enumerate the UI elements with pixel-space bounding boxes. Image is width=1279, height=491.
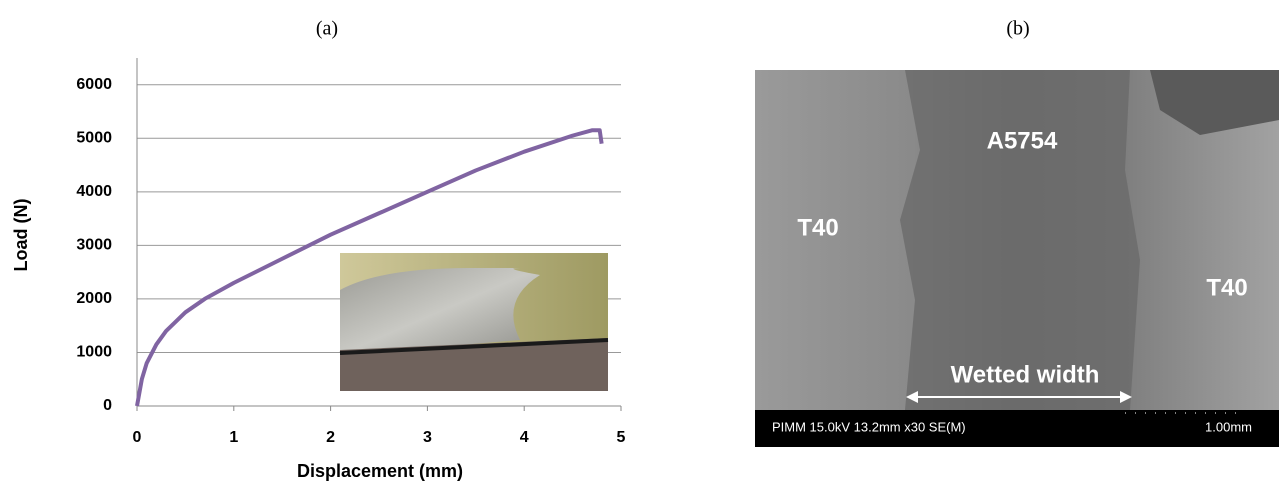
sem-info: PIMM 15.0kV 13.2mm x30 SE(M): [772, 419, 966, 434]
y-tick-label: 2000: [76, 290, 112, 307]
sem-region: [1150, 70, 1279, 135]
sem-info-bar: [755, 410, 1279, 447]
y-tick-label: 6000: [76, 76, 112, 93]
inset-photo: [339, 253, 609, 391]
panel-label: (a): [316, 18, 338, 40]
x-tick-label: 0: [133, 429, 142, 446]
y-tick-label: 5000: [76, 130, 112, 147]
y-tick-label: 0: [103, 397, 112, 414]
x-tick-label: 1: [229, 429, 238, 446]
sem-scale: 1.00mm: [1205, 419, 1252, 434]
y-tick-label: 4000: [76, 183, 112, 200]
data-line: [135, 128, 604, 407]
x-tick-label: 2: [326, 429, 335, 446]
panel-label: (b): [1006, 18, 1029, 40]
x-tick-label: 5: [617, 429, 626, 446]
plot-area: 0 1000 2000 3000 4000 5000 6000 0 1 2 3 4 5: [76, 58, 626, 446]
sem-label: T40: [797, 214, 838, 241]
sem-bead: [900, 70, 1140, 410]
inset-metal-top: [340, 268, 540, 355]
inset-joint: [339, 338, 609, 355]
sem-label: T40: [1206, 274, 1247, 301]
y-tick-label: 3000: [76, 237, 112, 254]
y-axis-label: Load (N): [11, 199, 31, 272]
sem-annotation: Wetted width: [951, 361, 1100, 388]
sem-label: A5754: [987, 127, 1058, 154]
x-axis-label: Displacement (mm): [297, 461, 463, 481]
sem-image: PIMM 15.0kV 13.2mm x30 SE(M) 1.00mm T40 …: [755, 70, 1279, 447]
y-tick-label: 1000: [76, 344, 112, 361]
x-tick-label: 4: [520, 429, 529, 446]
x-tick-label: 3: [423, 429, 432, 446]
